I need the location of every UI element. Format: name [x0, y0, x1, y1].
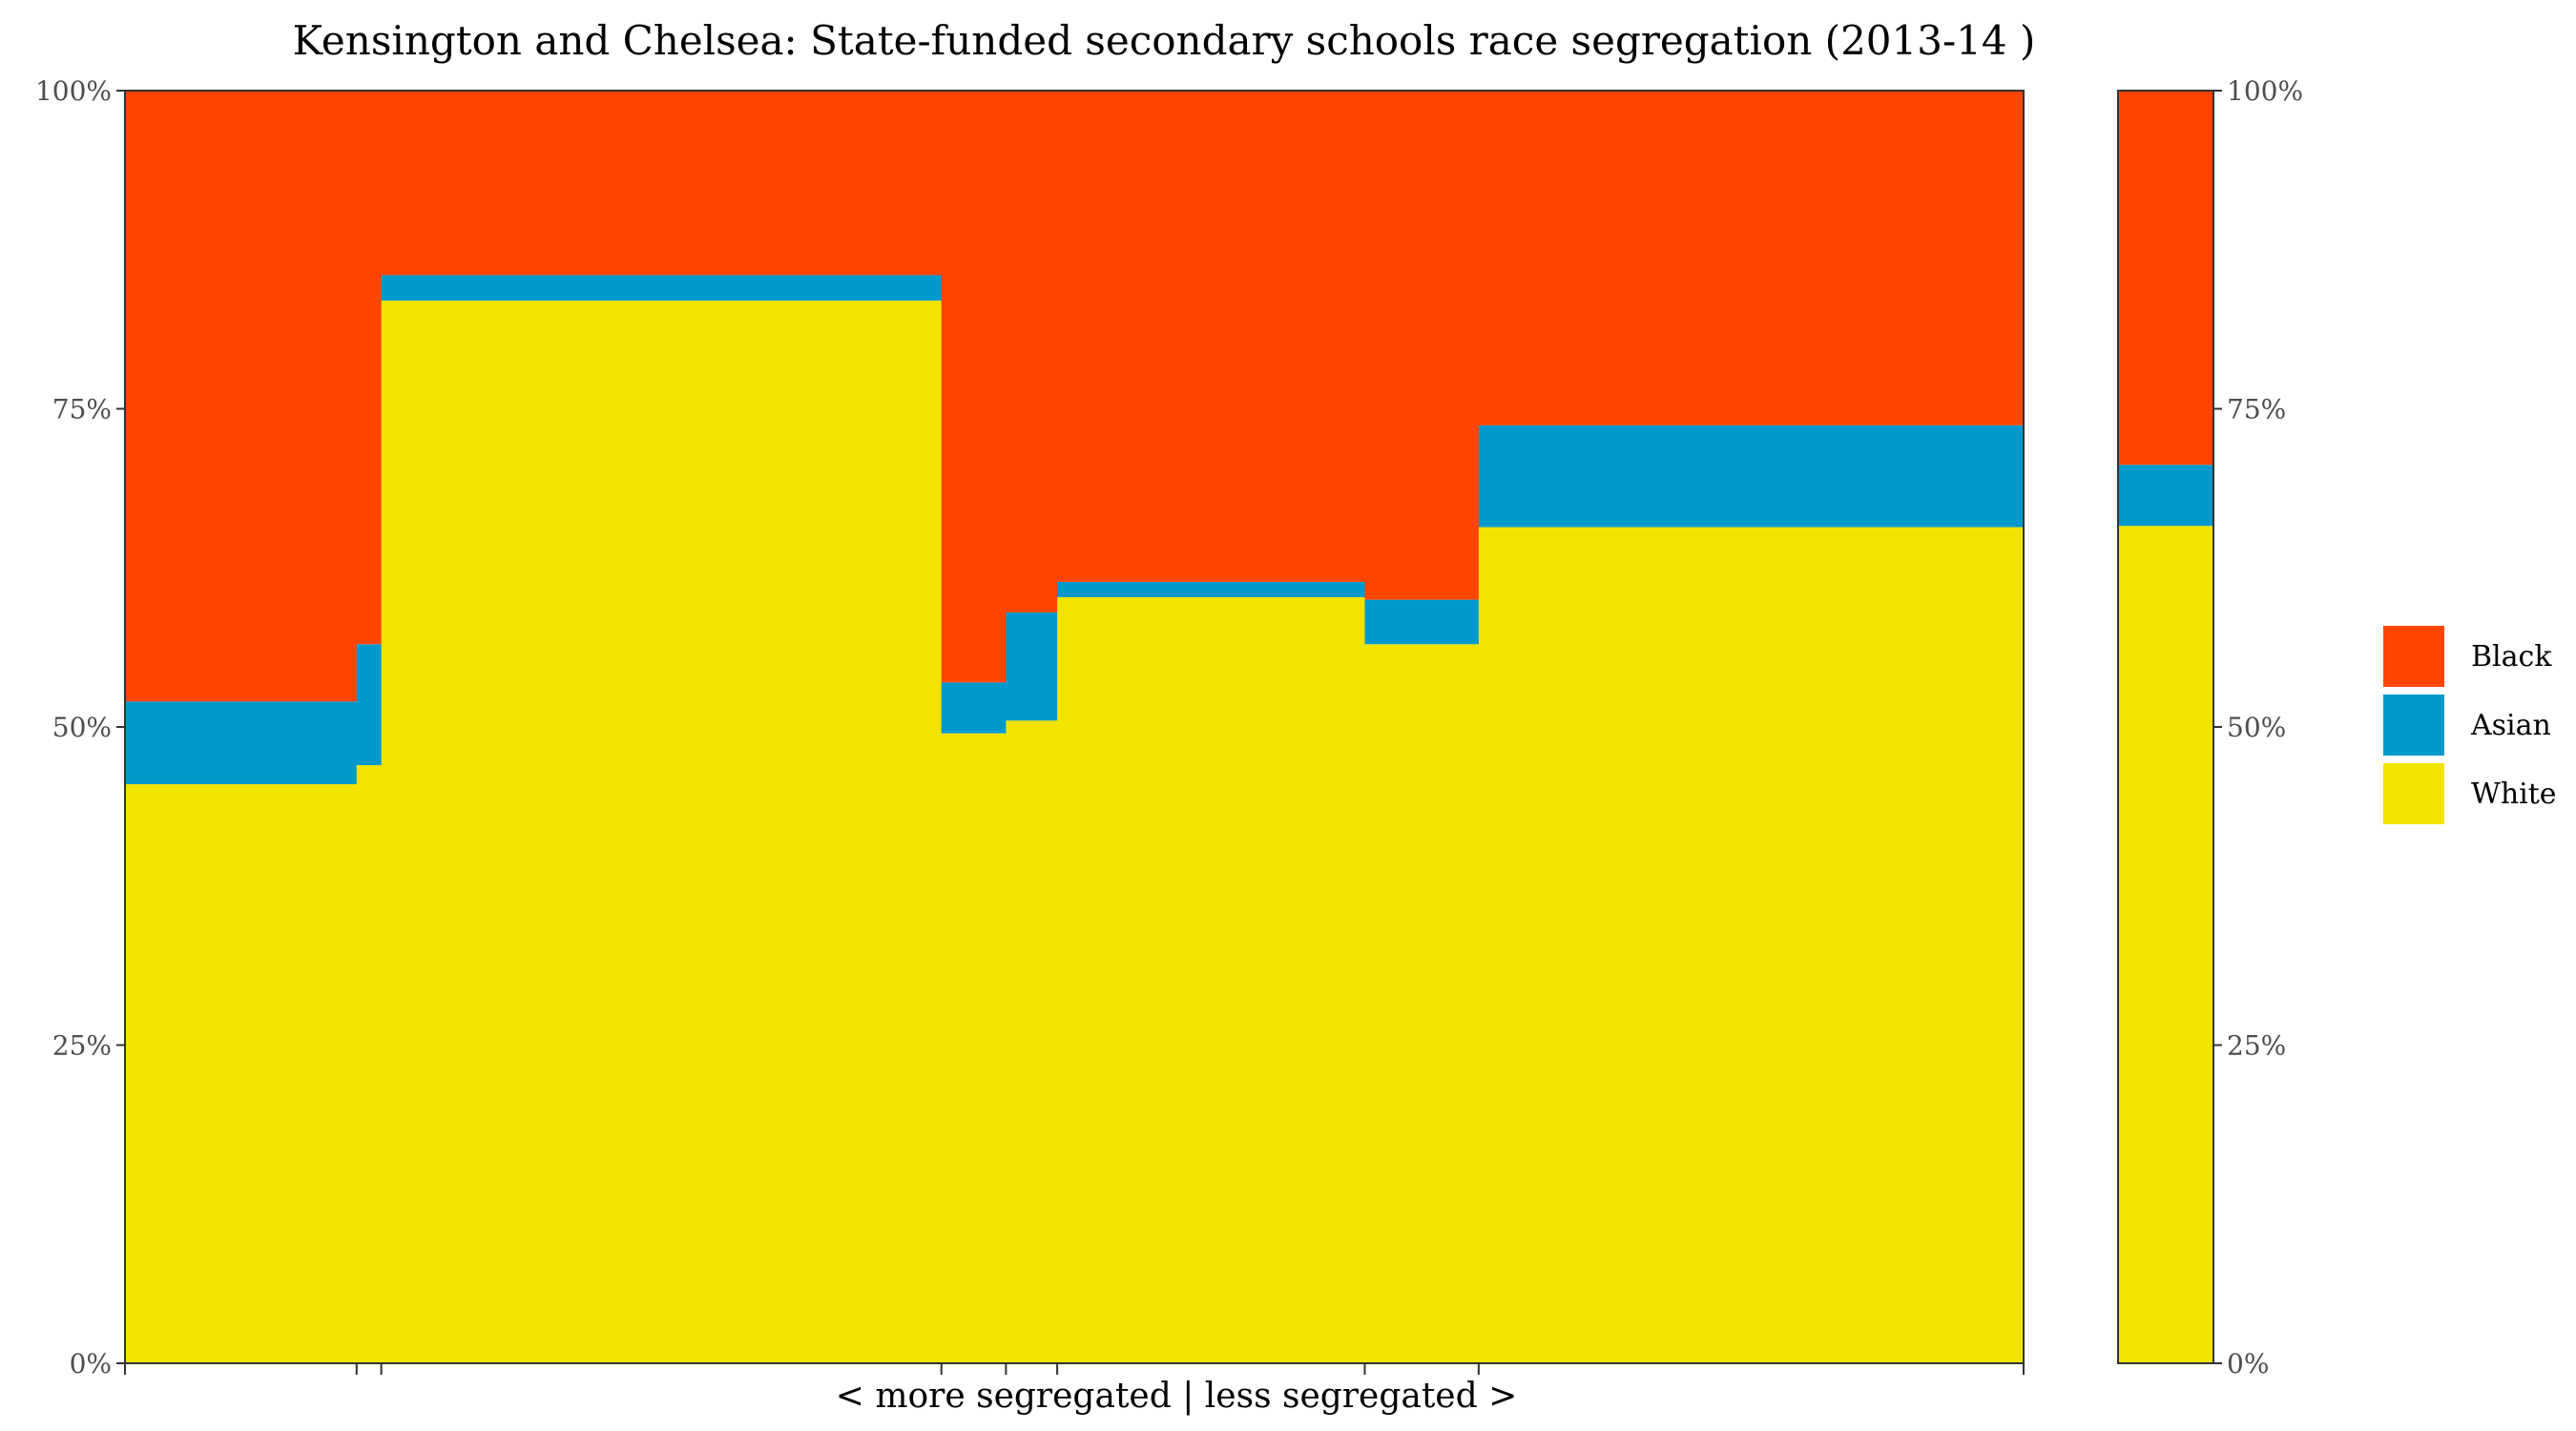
y-tick-label-left: 50% [52, 712, 112, 743]
chart-title: Kensington and Chelsea: State-funded sec… [293, 17, 2036, 64]
y-tick-label-right: 100% [2227, 75, 2303, 107]
bar-segment-school-7-black [1364, 91, 1480, 600]
bar-segment-school-2-white [356, 765, 383, 1363]
legend: Black Asian White [2383, 626, 2557, 824]
legend-label-white: White [2471, 778, 2557, 811]
bar-segment-school-8-white [1478, 527, 2025, 1363]
bar-segment-school-4-asian [941, 682, 1007, 734]
bar-segment-school-1-black [125, 91, 358, 702]
y-tick-label-left: 100% [35, 75, 112, 107]
bar-segment-school-4-black [941, 91, 1007, 683]
bar-segment-school-4-white [941, 733, 1007, 1363]
bar-segment-school-3-black [381, 91, 943, 276]
bar-segment-school-3-asian [381, 275, 943, 301]
y-tick-label-left: 25% [52, 1030, 112, 1062]
legend-label-asian: Asian [2470, 709, 2551, 742]
bar-segment-school-2-asian [356, 644, 383, 766]
borough-total-panel [2118, 91, 2213, 1363]
bar-segment-school-1-white [125, 784, 358, 1363]
bar-segment-school-5-black [1006, 91, 1058, 612]
legend-swatch-black [2383, 626, 2444, 687]
main-panel [125, 91, 2025, 1363]
axes: 0% 0% 25% 25% 50% 50% 75% 75% 100% 100% [35, 75, 2303, 1379]
bar-segment-school-5-white [1006, 720, 1058, 1363]
y-tick-label-right: 0% [2227, 1348, 2269, 1379]
y-tick-label-right: 50% [2227, 712, 2286, 743]
bar-segment-school-6-asian [1057, 581, 1365, 597]
x-axis-label: < more segregated | less segregated > [836, 1377, 1518, 1416]
bar-segment-school-7-asian [1364, 599, 1480, 645]
y-tick-label-right: 25% [2227, 1030, 2286, 1062]
bar-segment-school-8-asian [1478, 425, 2025, 528]
y-tick-label-left: 0% [70, 1348, 112, 1379]
bar-segment-school-3-white [381, 301, 943, 1363]
bar-segment-school-2-black [356, 91, 383, 645]
bar-segment-school-8-black [1478, 91, 2025, 425]
legend-swatch-asian [2383, 695, 2444, 756]
legend-swatch-white [2383, 763, 2444, 824]
total-bar-segment-white [2118, 526, 2213, 1363]
total-bar-segment-black [2118, 91, 2213, 466]
y-tick-label-right: 75% [2227, 394, 2286, 425]
bar-segment-school-6-black [1057, 91, 1365, 582]
bar-segment-school-7-white [1364, 644, 1480, 1363]
y-tick-label-left: 75% [52, 394, 112, 425]
bar-segment-school-6-white [1057, 596, 1365, 1363]
legend-label-black: Black [2471, 640, 2552, 674]
bar-segment-school-5-asian [1006, 612, 1058, 721]
total-bar-segment-asian [2118, 465, 2213, 527]
bar-segment-school-1-asian [125, 701, 358, 785]
